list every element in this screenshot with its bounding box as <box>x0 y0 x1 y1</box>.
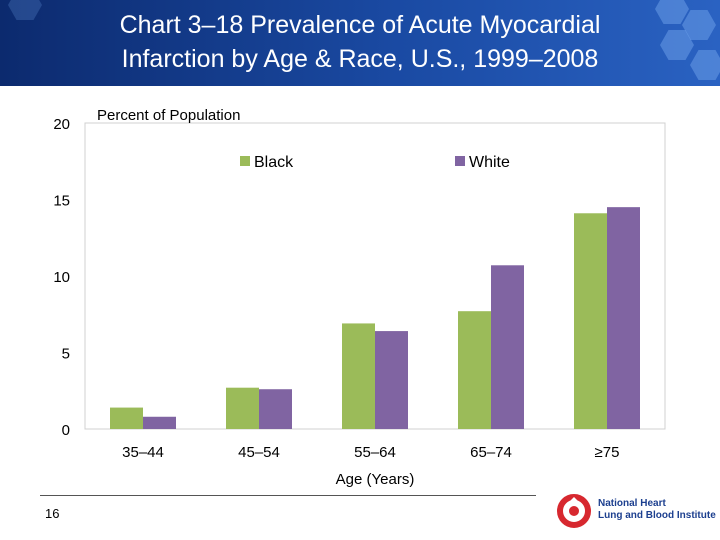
y-tick-label: 10 <box>53 269 70 286</box>
bar-white-3 <box>375 331 408 429</box>
x-tick-label: 65–74 <box>470 444 512 461</box>
x-axis-label: Age (Years) <box>336 471 415 488</box>
y-tick-label: 0 <box>62 422 70 439</box>
footer-divider <box>40 495 536 496</box>
legend-swatch-black <box>240 156 250 166</box>
x-tick-label: ≥75 <box>595 444 620 461</box>
hex-decoration <box>682 10 716 40</box>
bar-white-1 <box>143 416 176 429</box>
logo-line-2: Lung and Blood Institute <box>598 510 716 521</box>
legend-label-black: Black <box>254 154 294 171</box>
bar-white-5 <box>607 207 640 429</box>
legend-label-white: White <box>469 154 510 171</box>
title-line-2: Infarction by Age & Race, U.S., 1999–200… <box>121 45 599 73</box>
x-tick-label: 55–64 <box>354 444 396 461</box>
x-tick-label: 45–54 <box>238 444 280 461</box>
logo-line-1: National Heart <box>598 498 666 509</box>
title-line-1: Chart 3–18 Prevalence of Acute Myocardia… <box>119 11 601 39</box>
bar-black-5 <box>574 213 607 429</box>
y-axis-label: Percent of Population <box>97 107 240 124</box>
bar-black-1 <box>110 407 143 429</box>
y-tick-label: 5 <box>62 346 70 363</box>
bar-black-4 <box>458 311 491 429</box>
bar-white-2 <box>259 389 292 429</box>
bar-chart: 0 5 10 15 20 35–44 45–54 55–64 65–74 ≥75 Black Wh… <box>53 107 666 488</box>
nhlbi-logo-icon <box>557 494 591 528</box>
hex-decoration <box>8 0 42 20</box>
title-banner: Chart 3–18 Prevalence of Acute Myocardia… <box>0 0 720 86</box>
logo-text: National Heart Lung and Blood Institute <box>598 498 716 522</box>
page-title: Chart 3–18 Prevalence of Acute Myocardia… <box>0 8 720 76</box>
bar-white-4 <box>491 265 524 429</box>
bar-black-3 <box>342 323 375 429</box>
y-tick-label: 15 <box>53 193 70 210</box>
legend-swatch-white <box>455 156 465 166</box>
hex-decoration <box>660 30 694 60</box>
nhlbi-logo: National Heart Lung and Blood Institute <box>555 490 716 530</box>
bar-black-2 <box>226 387 259 429</box>
x-tick-label: 35–44 <box>122 444 164 461</box>
y-tick-label: 20 <box>53 116 70 133</box>
page-number: 16 <box>45 506 60 521</box>
